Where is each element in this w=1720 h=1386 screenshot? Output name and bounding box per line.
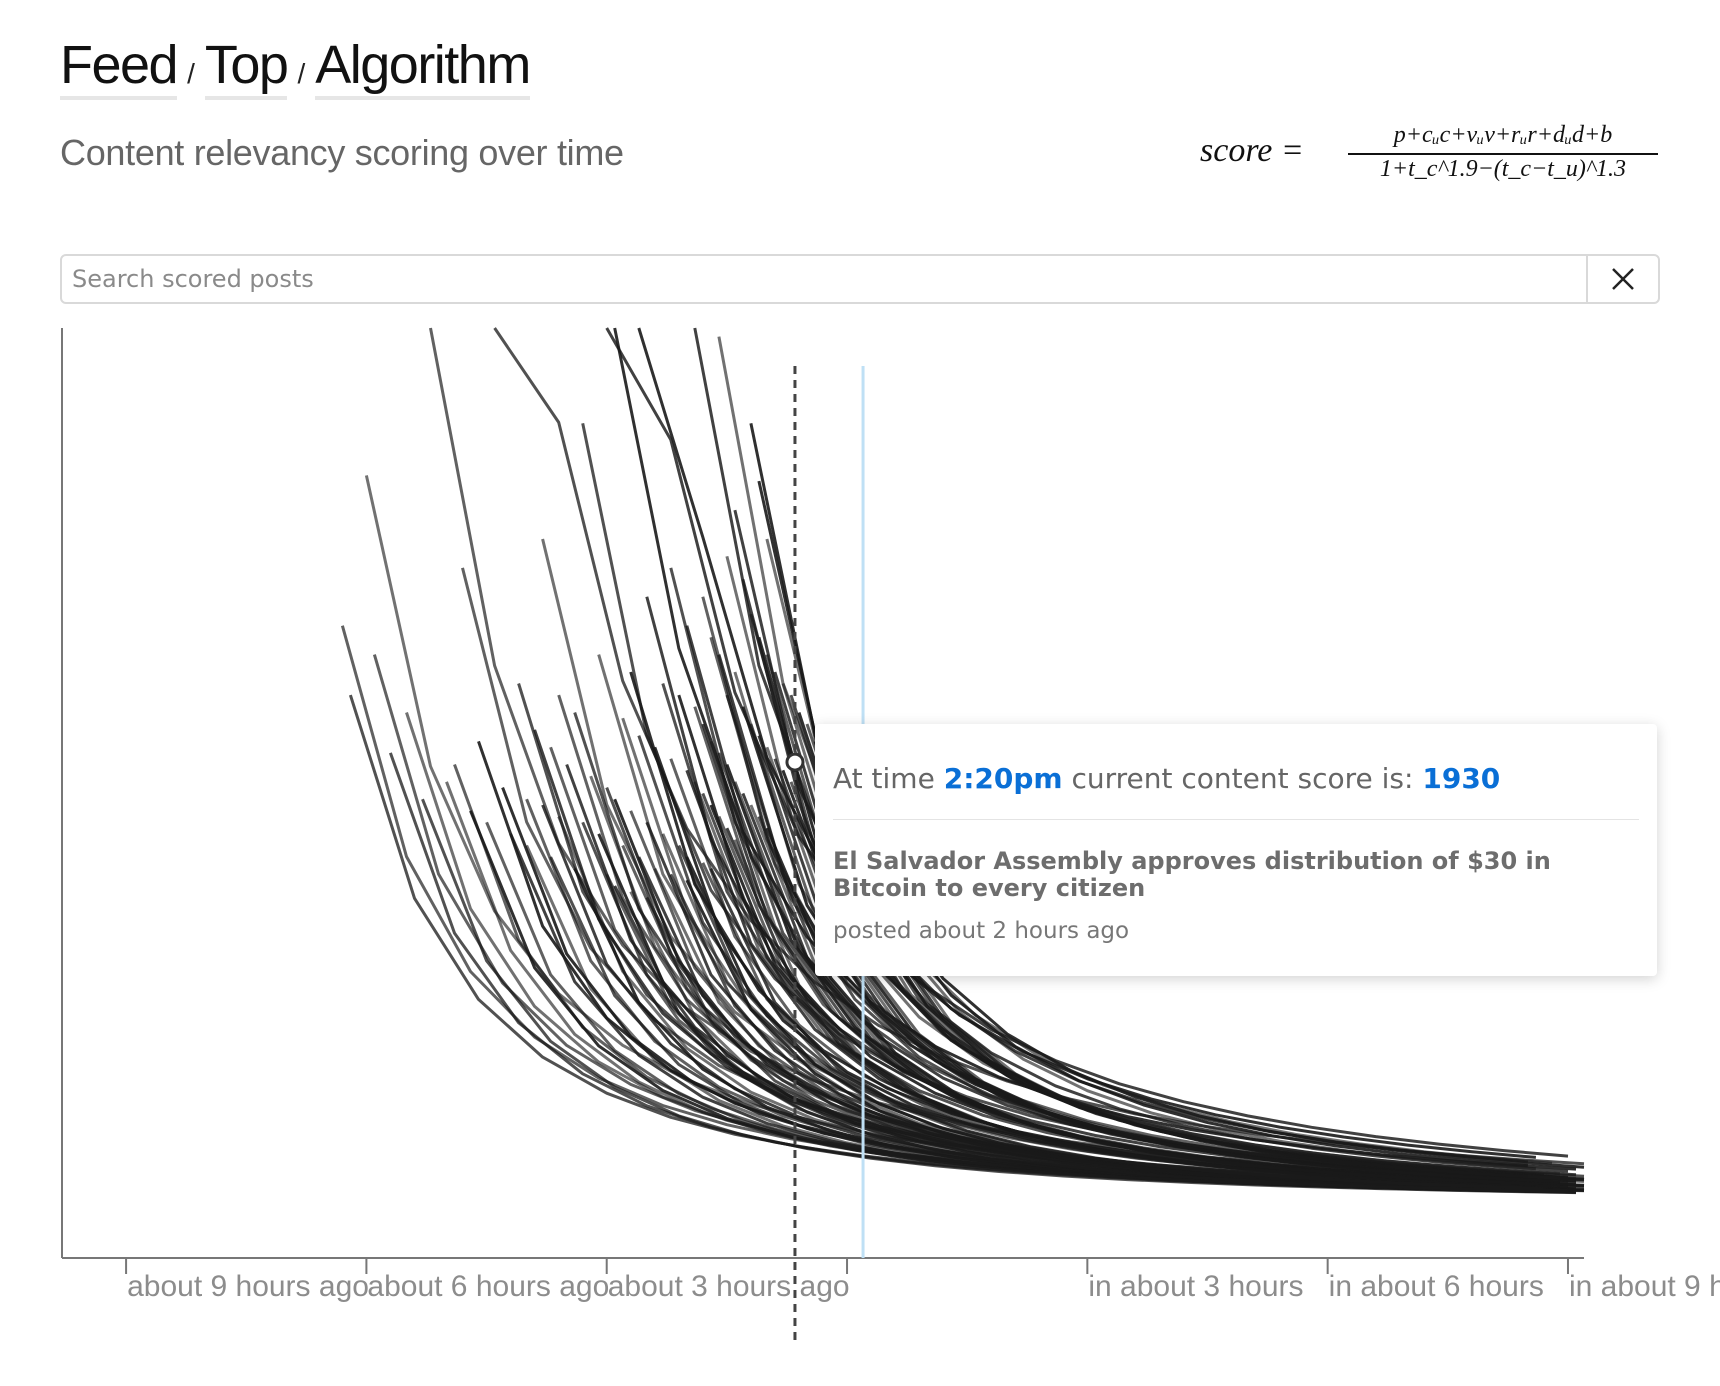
x-tick-label: about 9 hours ago [127,1270,369,1303]
hover-point-marker[interactable] [785,752,805,772]
score-formula: score = p+cᵤc+vᵤv+rᵤr+dᵤd+b 1+t_c^1.9−(t… [1200,118,1660,190]
tooltip-post-title[interactable]: El Salvador Assembly approves distributi… [833,847,1551,902]
series-line[interactable] [340,625,1561,1191]
formula-numerator: p+cᵤc+vᵤv+rᵤr+dᵤd+b [1393,122,1613,148]
tooltip-post-meta: posted about 2 hours ago [833,918,1130,944]
breadcrumb-top-link[interactable]: Top [204,36,289,100]
x-tick-label: about 6 hours ago [367,1270,609,1303]
formula-denominator: 1+t_c^1.9−(t_c−t_u)^1.3 [1379,156,1627,182]
breadcrumb-separator: / [297,58,306,89]
search-bar [60,254,1660,304]
x-tick-label: in about 9 hours [1569,1270,1720,1303]
x-tick-label: about 3 hours ago [608,1270,850,1303]
breadcrumb-separator: / [187,58,195,89]
series-line[interactable] [789,781,1561,1184]
score-tooltip: At time 2:20pm current content score is:… [815,724,1657,976]
breadcrumb: Feed / Top / Algorithm [60,36,531,100]
series-layer [340,327,1585,1195]
breadcrumb-feed-link[interactable]: Feed [60,36,179,100]
page-subtitle: Content relevancy scoring over time [60,132,624,173]
tooltip-divider [833,819,1639,820]
tooltip-middle: current content score is: [1071,762,1414,795]
breadcrumb-algorithm-link[interactable]: Algorithm [315,36,531,100]
formula-lhs: score = [1200,132,1304,169]
close-icon [1612,268,1634,290]
formula-fraction-bar [1348,153,1658,155]
series-line[interactable] [348,694,1569,1193]
tooltip-heading: At time 2:20pm current content score is:… [833,762,1639,795]
series-line[interactable] [821,752,1528,1179]
clear-search-button[interactable] [1586,256,1658,302]
series-line[interactable] [709,867,1544,1190]
series-line[interactable] [605,327,1569,1158]
series-line[interactable] [765,827,1536,1186]
series-line[interactable] [733,839,1569,1189]
x-tick-label: in about 3 hours [1088,1270,1303,1303]
tooltip-time: 2:20pm [943,762,1063,795]
x-tick-label: in about 6 hours [1329,1270,1544,1303]
tooltip-prefix: At time [833,762,935,795]
search-input[interactable] [62,256,1592,302]
tooltip-score: 1930 [1422,762,1501,795]
